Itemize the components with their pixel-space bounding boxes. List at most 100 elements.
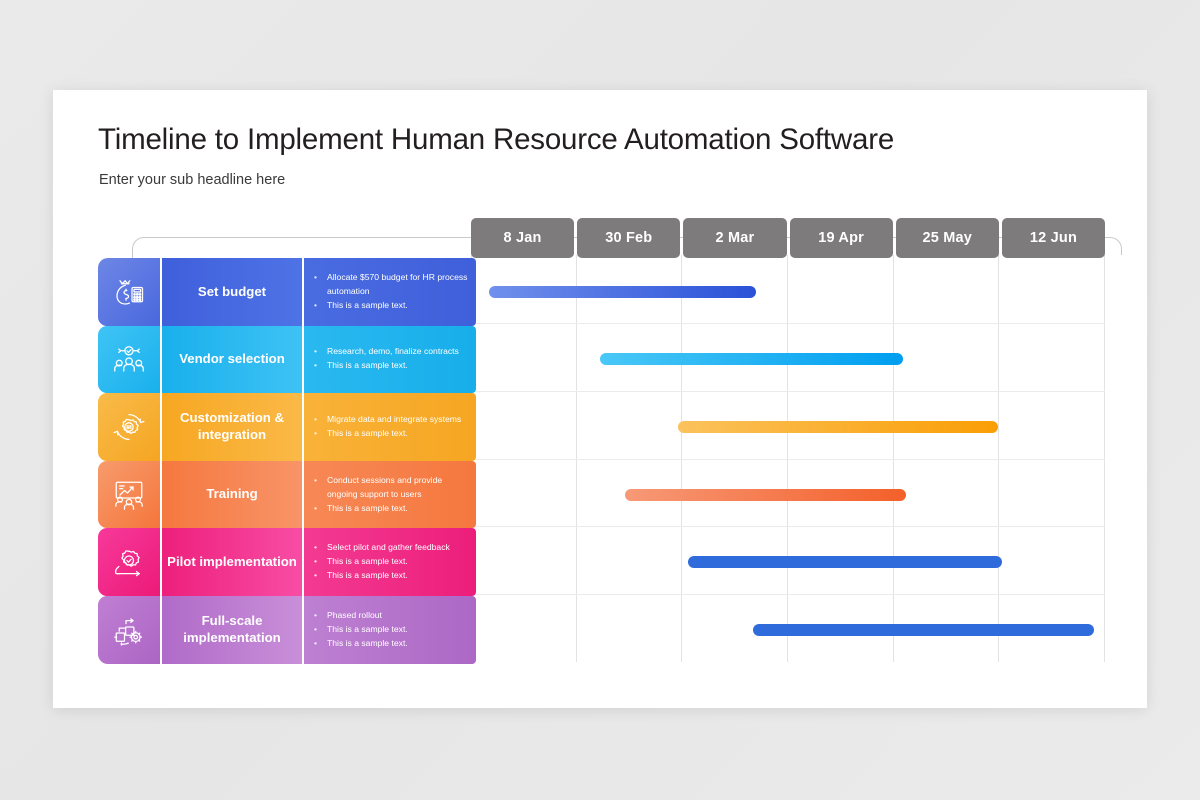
task-row[interactable]: Customization & integration • Migrate data…	[98, 393, 1108, 461]
date-header-cell[interactable]: 12 Jun	[1001, 218, 1106, 258]
bullet-dot-icon: •	[314, 427, 318, 438]
task-bullet-text: This is a sample text.	[327, 556, 408, 567]
task-icon-cell	[98, 460, 160, 529]
task-bullet: • This is a sample text.	[314, 359, 470, 373]
task-bullet: • This is a sample text.	[314, 502, 470, 516]
task-row[interactable]: Full-scale implementation • Phased rollout…	[98, 595, 1108, 664]
task-name: Pilot implementation	[162, 528, 302, 596]
task-name: Vendor selection	[162, 325, 302, 394]
page-title: Timeline to Implement Human Resource Aut…	[98, 123, 895, 156]
grid-row-line	[471, 322, 1105, 324]
bullet-dot-icon: •	[314, 502, 318, 513]
task-description-cell: • Allocate $570 budget for HR process aut…	[304, 258, 476, 326]
task-name: Set budget	[162, 258, 302, 326]
task-icon-cell	[98, 393, 160, 461]
grid-row-line	[471, 390, 1105, 392]
bullet-dot-icon: •	[314, 609, 318, 620]
gantt-bar[interactable]	[625, 488, 907, 501]
gantt-bar[interactable]	[753, 623, 1095, 636]
task-rows: Set budget • Allocate $570 budget for HR p…	[98, 258, 1108, 664]
task-row[interactable]: Training • Conduct sessions and provide on…	[98, 460, 1108, 529]
bullet-dot-icon: •	[314, 360, 318, 371]
money-bag-calculator-icon	[111, 274, 147, 310]
gantt-bar[interactable]	[599, 353, 904, 366]
task-bullet: • Research, demo, finalize contracts	[314, 345, 470, 359]
task-bullet-text: Research, demo, finalize contracts	[327, 346, 459, 357]
task-bullet: • This is a sample text.	[314, 299, 470, 313]
task-bullet-text: This is a sample text.	[327, 427, 408, 438]
task-name: Training	[162, 460, 302, 529]
task-description-cell: • Research, demo, finalize contracts • This…	[304, 325, 476, 394]
date-header-cell[interactable]: 25 May	[895, 218, 999, 258]
page-subtitle: Enter your sub headline here	[99, 172, 286, 188]
bullet-dot-icon: •	[314, 637, 318, 648]
gantt-bar-track	[471, 596, 1108, 664]
task-bullet: • Select pilot and gather feedback	[314, 541, 470, 555]
bullet-dot-icon: •	[314, 474, 318, 485]
gantt-bar[interactable]	[687, 556, 1003, 569]
task-bullet-text: This is a sample text.	[327, 570, 408, 581]
task-row[interactable]: Set budget • Allocate $570 budget for HR p…	[98, 258, 1108, 326]
slide-card: Timeline to Implement Human Resource Aut…	[53, 90, 1147, 708]
task-bullet: • Migrate data and integrate systems	[314, 413, 470, 427]
task-bullet-text: Select pilot and gather feedback	[327, 542, 450, 553]
task-row[interactable]: Vendor selection • Research, demo, finaliz…	[98, 325, 1108, 394]
task-name: Full-scale implementation	[162, 595, 302, 664]
task-bullet-text: Phased rollout	[327, 609, 382, 620]
date-header-cell[interactable]: 8 Jan	[471, 218, 575, 258]
gantt-bar-track	[471, 393, 1108, 461]
grid-row-line	[471, 594, 1105, 596]
gantt-chart: 8 Jan 30 Feb 2 Mar 19 Apr 25 May 12 Jun Set b…	[53, 90, 1147, 708]
task-bullet-text: Conduct sessions and provide ongoing sup…	[327, 474, 443, 499]
bullet-dot-icon: •	[314, 556, 318, 567]
task-bullet: • This is a sample text.	[314, 637, 470, 651]
task-bullet-text: Allocate $570 budget for HR process auto…	[327, 271, 468, 296]
task-bullet: • This is a sample text.	[314, 569, 470, 583]
task-icon-cell	[98, 595, 160, 664]
task-bullet-text: This is a sample text.	[327, 360, 408, 371]
task-bullet: • Allocate $570 budget for HR process aut…	[314, 271, 470, 299]
bullet-dot-icon: •	[314, 346, 318, 357]
gear-refresh-icon	[111, 409, 147, 445]
gantt-bar-track	[471, 528, 1108, 596]
task-bullet: • This is a sample text.	[314, 623, 470, 637]
task-icon-cell	[98, 258, 160, 326]
date-header-cell[interactable]: 30 Feb	[577, 218, 681, 258]
bullet-dot-icon: •	[314, 271, 318, 282]
task-row[interactable]: Pilot implementation • Select pilot and ga…	[98, 528, 1108, 596]
bullet-dot-icon: •	[314, 414, 318, 425]
task-bullet: • This is a sample text.	[314, 427, 470, 441]
task-bullet-text: Migrate data and integrate systems	[327, 414, 462, 425]
task-bullet: • Phased rollout	[314, 609, 470, 623]
bullet-dot-icon: •	[314, 623, 318, 634]
task-icon-cell	[98, 325, 160, 394]
gantt-bar[interactable]	[678, 420, 999, 433]
task-bullet-text: This is a sample text.	[327, 623, 408, 634]
gantt-bar[interactable]	[488, 285, 757, 298]
task-description-cell: • Migrate data and integrate systems • This…	[304, 393, 476, 461]
presentation-people-icon	[111, 477, 147, 513]
task-description-cell: • Phased rollout • This is a sample text. • T…	[304, 595, 476, 664]
task-description-cell: • Conduct sessions and provide ongoing su…	[304, 460, 476, 529]
gantt-bar-track	[471, 461, 1108, 529]
task-name: Customization & integration	[162, 393, 302, 461]
bullet-dot-icon: •	[314, 570, 318, 581]
task-bullet-text: This is a sample text.	[327, 299, 408, 310]
gear-check-loop-icon	[111, 544, 147, 580]
task-bullet-text: This is a sample text.	[327, 637, 408, 648]
task-bullet: • Conduct sessions and provide ongoing su…	[314, 474, 470, 502]
people-approval-icon	[111, 341, 147, 377]
date-header-row: 8 Jan 30 Feb 2 Mar 19 Apr 25 May 12 Jun	[471, 218, 1106, 258]
bullet-dot-icon: •	[314, 542, 318, 553]
gantt-bar-track	[471, 258, 1108, 326]
grid-row-line	[471, 526, 1105, 528]
task-description-cell: • Select pilot and gather feedback • This i…	[304, 528, 476, 596]
task-bullet: • This is a sample text.	[314, 555, 470, 569]
gantt-bar-track	[471, 326, 1108, 394]
grid-row-line	[471, 458, 1105, 460]
date-header-cell[interactable]: 2 Mar	[683, 218, 787, 258]
blocks-gear-icon	[111, 612, 147, 648]
task-bullet-text: This is a sample text.	[327, 502, 408, 513]
date-header-cell[interactable]: 19 Apr	[789, 218, 893, 258]
task-icon-cell	[98, 528, 160, 596]
